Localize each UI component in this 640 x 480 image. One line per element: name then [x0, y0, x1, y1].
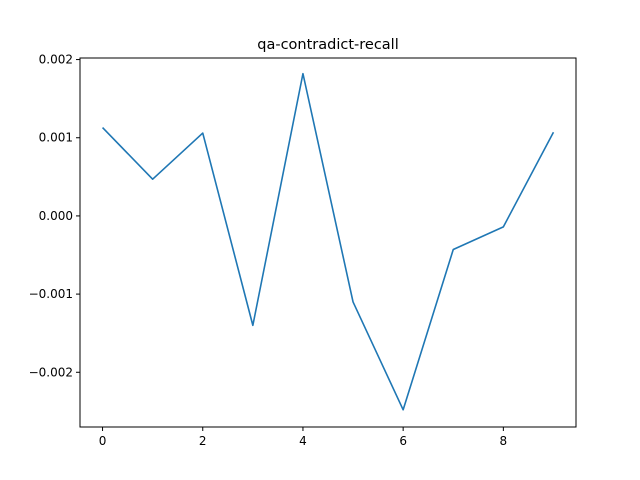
y-tick-label: −0.002 [29, 365, 73, 379]
x-axis: 0 2 4 6 8 [99, 427, 507, 448]
series-line [101, 72, 555, 411]
chart-title: qa-contradict-recall [257, 37, 399, 53]
x-tick-label: 4 [299, 434, 307, 448]
x-tick-label: 2 [199, 434, 207, 448]
y-tick-label: 0.002 [39, 53, 73, 67]
y-axis: 0.002 0.001 0.000 −0.001 −0.002 [29, 53, 80, 379]
x-tick-label: 8 [500, 434, 508, 448]
y-tick-label: 0.001 [39, 131, 73, 145]
axes-frame [79, 57, 577, 428]
y-tick-label: −0.001 [29, 287, 73, 301]
plot-area [101, 72, 555, 411]
x-tick-label: 6 [399, 434, 407, 448]
y-tick-label: 0.000 [39, 209, 73, 223]
x-tick-label: 0 [99, 434, 107, 448]
